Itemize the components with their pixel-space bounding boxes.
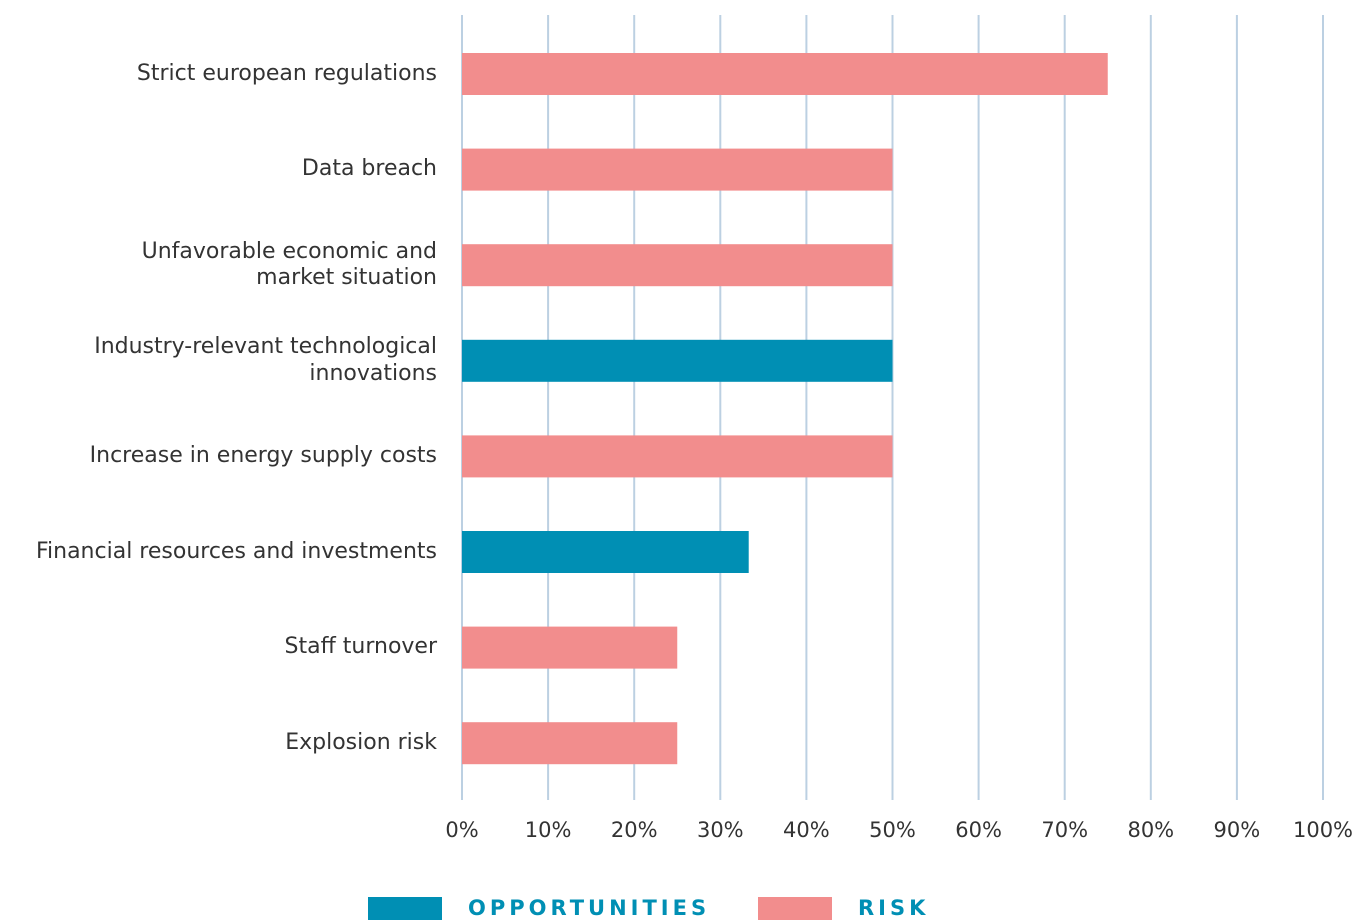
bar: [462, 53, 1108, 95]
bar: [462, 435, 893, 478]
y-tick-label: Unfavorable economic and market situatio…: [141, 238, 437, 291]
bar: [462, 148, 893, 191]
bar: [462, 722, 678, 765]
x-tick-label: 50%: [869, 818, 916, 842]
bar: [462, 244, 893, 287]
bar: [462, 339, 893, 382]
y-tick-label: Data breach: [301, 156, 437, 182]
y-tick-label: Industry-relevant technological innovati…: [94, 334, 437, 386]
y-tick-label: Financial resources and investments: [35, 538, 437, 564]
bar: [462, 531, 749, 573]
y-tick-label: Staff turnover: [284, 634, 437, 660]
x-tick-label: 30%: [697, 818, 744, 842]
legend-swatch: [368, 897, 442, 920]
bar: [462, 626, 678, 669]
y-tick-label: Strict european regulations: [136, 60, 437, 86]
x-tick-label: 80%: [1127, 818, 1174, 842]
x-tick-label: 10%: [525, 818, 572, 842]
x-tick-label: 90%: [1214, 818, 1261, 842]
legend-swatch: [758, 897, 832, 920]
y-tick-label: Increase in energy supply costs: [89, 443, 437, 469]
legend-label: OPPORTUNITIES: [468, 896, 710, 920]
y-tick-label: Explosion risk: [285, 729, 437, 755]
legend-label: RISK: [858, 896, 929, 920]
x-tick-label: 40%: [783, 818, 830, 842]
x-tick-label: 0%: [445, 818, 478, 842]
x-tick-label: 70%: [1041, 818, 1088, 842]
x-tick-label: 20%: [611, 818, 658, 842]
x-tick-label: 100%: [1293, 818, 1353, 842]
x-tick-label: 60%: [955, 818, 1002, 842]
